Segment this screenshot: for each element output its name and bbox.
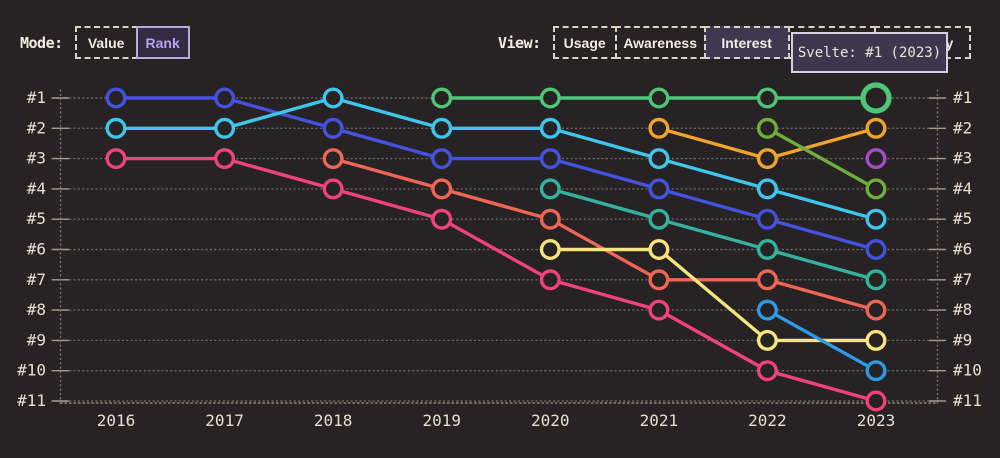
data-point-magenta-pink-2022[interactable]: [756, 360, 778, 382]
rank-label-right: #9: [953, 330, 972, 349]
data-point-purple-2023[interactable]: [865, 148, 887, 170]
data-point-orange-2021[interactable]: [648, 117, 670, 139]
data-point-yellow-2021[interactable]: [648, 238, 670, 260]
rank-label-right: #8: [953, 300, 972, 319]
data-point-royal-blue-2017[interactable]: [214, 87, 236, 109]
data-point-salmon-red-2020[interactable]: [539, 208, 561, 230]
data-point-royal-blue-2019[interactable]: [431, 148, 453, 170]
chart-tooltip: Svelte: #1 (2023): [791, 32, 948, 73]
rank-label-right: #1: [953, 88, 972, 107]
rank-label-right: #2: [953, 118, 972, 137]
data-point-magenta-pink-2023[interactable]: [865, 390, 887, 412]
series-line-cyan: [114, 96, 878, 221]
data-point-yellow-2023[interactable]: [865, 329, 887, 351]
data-point-cyan-2022[interactable]: [756, 178, 778, 200]
data-point-teal-2020[interactable]: [539, 178, 561, 200]
mode-button-rank[interactable]: Rank: [135, 26, 190, 59]
data-point-magenta-pink-2016[interactable]: [105, 148, 127, 170]
data-point-royal-blue-2023[interactable]: [865, 238, 887, 260]
data-point-yellow-2022[interactable]: [756, 329, 778, 351]
view-button-interest[interactable]: Interest: [703, 26, 790, 59]
data-point-salmon-red-2022[interactable]: [756, 269, 778, 291]
data-point-royal-blue-2020[interactable]: [539, 148, 561, 170]
data-point-magenta-pink-2021[interactable]: [648, 299, 670, 321]
data-point-salmon-red-2018[interactable]: [322, 148, 344, 170]
series-line-salmon-red: [331, 156, 878, 312]
data-point-magenta-pink-2017[interactable]: [214, 148, 236, 170]
series-line-magenta-pink: [114, 156, 878, 403]
data-point-orange-2022[interactable]: [756, 148, 778, 170]
series-line-olive-green: [765, 126, 878, 191]
rank-label-right: #11: [953, 391, 982, 410]
series-line-teal: [548, 187, 878, 282]
rank-label-left: #8: [27, 300, 46, 319]
rank-label-left: #9: [27, 330, 46, 349]
year-label-2018: 2018: [314, 411, 353, 430]
data-point-svelte-green-2022[interactable]: [756, 87, 778, 109]
data-point-svelte-green-2023-highlighted[interactable]: [860, 82, 892, 114]
rank-label-right: #10: [953, 361, 982, 380]
data-point-cyan-2019[interactable]: [431, 117, 453, 139]
data-point-svelte-green-2021[interactable]: [648, 87, 670, 109]
data-point-cyan-2016[interactable]: [105, 117, 127, 139]
data-point-royal-blue-2021[interactable]: [648, 178, 670, 200]
year-label-2020: 2020: [531, 411, 570, 430]
mode-control-group: Mode: Value Rank: [20, 26, 190, 59]
rank-label-left: #11: [17, 391, 46, 410]
data-point-teal-2022[interactable]: [756, 238, 778, 260]
data-point-teal-2023[interactable]: [865, 269, 887, 291]
year-label-2019: 2019: [422, 411, 461, 430]
data-point-dodger-blue-2022[interactable]: [756, 299, 778, 321]
data-point-royal-blue-2016[interactable]: [105, 87, 127, 109]
year-label-2021: 2021: [640, 411, 679, 430]
rank-label-left: #5: [27, 209, 46, 228]
data-point-royal-blue-2018[interactable]: [322, 117, 344, 139]
data-point-royal-blue-2022[interactable]: [756, 208, 778, 230]
mode-button-row: Value Rank: [74, 26, 190, 59]
rank-label-right: #6: [953, 240, 972, 259]
data-point-teal-2021[interactable]: [648, 208, 670, 230]
data-point-dodger-blue-2023[interactable]: [865, 360, 887, 382]
rank-label-left: #4: [27, 179, 46, 198]
rank-label-left: #7: [27, 270, 46, 289]
data-point-magenta-pink-2020[interactable]: [539, 269, 561, 291]
rank-label-left: #3: [27, 149, 46, 168]
data-point-olive-green-2022[interactable]: [756, 117, 778, 139]
data-point-olive-green-2023[interactable]: [865, 178, 887, 200]
data-point-magenta-pink-2019[interactable]: [431, 208, 453, 230]
data-point-svelte-green-2019[interactable]: [431, 87, 453, 109]
rank-label-left: #10: [17, 361, 46, 380]
data-point-orange-2023[interactable]: [865, 117, 887, 139]
rank-label-right: #7: [953, 270, 972, 289]
data-point-svelte-green-2020[interactable]: [539, 87, 561, 109]
data-point-salmon-red-2019[interactable]: [431, 178, 453, 200]
data-point-cyan-2023[interactable]: [865, 208, 887, 230]
data-point-cyan-2021[interactable]: [648, 148, 670, 170]
series-line-royal-blue: [114, 96, 878, 252]
year-label-2023: 2023: [857, 411, 896, 430]
rank-label-left: #6: [27, 240, 46, 259]
data-point-cyan-2017[interactable]: [214, 117, 236, 139]
data-point-magenta-pink-2018[interactable]: [322, 178, 344, 200]
series-line-dodger-blue: [765, 308, 878, 373]
rank-label-right: #4: [953, 179, 972, 198]
year-label-2016: 2016: [97, 411, 136, 430]
data-point-salmon-red-2023[interactable]: [865, 299, 887, 321]
rank-label-right: #5: [953, 209, 972, 228]
data-point-salmon-red-2021[interactable]: [648, 269, 670, 291]
mode-label: Mode:: [20, 33, 63, 52]
rank-label-right: #3: [953, 149, 972, 168]
year-label-2017: 2017: [205, 411, 244, 430]
rank-label-left: #1: [27, 88, 46, 107]
data-point-cyan-2018[interactable]: [322, 87, 344, 109]
rank-label-left: #2: [27, 118, 46, 137]
data-point-cyan-2020[interactable]: [539, 117, 561, 139]
year-label-2022: 2022: [748, 411, 787, 430]
view-label: View:: [498, 33, 541, 52]
data-point-yellow-2020[interactable]: [539, 238, 561, 260]
